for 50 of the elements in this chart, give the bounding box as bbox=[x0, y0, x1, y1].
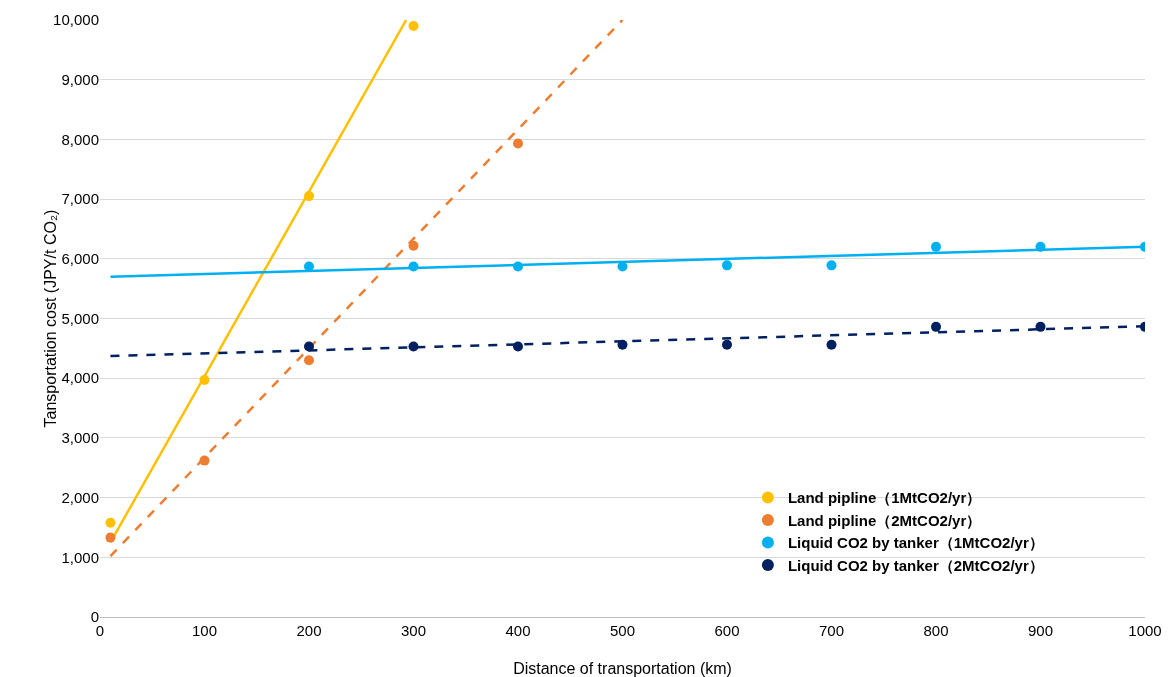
y-tick-label: 1,000 bbox=[61, 548, 99, 566]
point bbox=[722, 339, 732, 350]
y-tick-label: 4,000 bbox=[61, 369, 99, 387]
point bbox=[617, 339, 628, 350]
point bbox=[513, 138, 523, 149]
point bbox=[199, 455, 210, 466]
point bbox=[722, 260, 732, 271]
point bbox=[304, 341, 314, 352]
y-tick-label: 0 bbox=[90, 608, 99, 626]
x-axis-title: Distance of transportation (km) bbox=[513, 660, 732, 677]
y-tick-label: 8,000 bbox=[61, 130, 99, 148]
point bbox=[826, 260, 837, 271]
y-tick-label: 3,000 bbox=[61, 429, 99, 447]
legend-label: Land pipline（1MtCO2/yr） bbox=[787, 489, 982, 507]
point bbox=[826, 339, 837, 350]
point bbox=[408, 240, 419, 251]
x-tick-label: 100 bbox=[191, 622, 218, 639]
point bbox=[408, 341, 419, 352]
y-tick-label: 7,000 bbox=[61, 190, 99, 208]
point bbox=[1035, 321, 1046, 332]
point bbox=[105, 532, 116, 543]
point bbox=[931, 321, 941, 332]
y-tick-label: 10,000 bbox=[53, 11, 99, 29]
legend-label: Land pipline（2MtCO2/yr） bbox=[787, 511, 982, 529]
x-tick-label: 400 bbox=[505, 622, 531, 639]
x-tick-label: 300 bbox=[400, 622, 427, 639]
point bbox=[199, 374, 210, 385]
x-tick-label: 200 bbox=[296, 622, 322, 639]
legend-label: Liquid CO2 by tanker（1MtCO2/yr） bbox=[787, 534, 1044, 552]
x-tick-label: 900 bbox=[1027, 622, 1054, 639]
y-tick-label: 6,000 bbox=[61, 250, 99, 268]
y-tick-label: 2,000 bbox=[61, 488, 99, 506]
point bbox=[105, 517, 116, 528]
x-tick-label: 800 bbox=[923, 622, 949, 639]
point bbox=[931, 241, 941, 252]
point bbox=[1035, 241, 1046, 252]
x-tick-label: 500 bbox=[609, 622, 636, 639]
point bbox=[304, 191, 314, 202]
point bbox=[408, 20, 419, 31]
legend-label: Liquid CO2 by tanker（2MtCO2/yr） bbox=[787, 556, 1044, 574]
point bbox=[513, 261, 523, 272]
x-tick-label: 600 bbox=[714, 622, 740, 639]
x-tick-label: 1000 bbox=[1128, 622, 1162, 639]
point bbox=[408, 261, 419, 272]
point bbox=[304, 355, 314, 366]
x-tick-label: 700 bbox=[818, 622, 845, 639]
y-tick-label: 9,000 bbox=[61, 70, 99, 88]
y-tick-label: 5,000 bbox=[61, 309, 99, 327]
point bbox=[513, 341, 523, 352]
y-axis-title: Tansportation cost (JPY/t CO₂) bbox=[42, 209, 60, 428]
